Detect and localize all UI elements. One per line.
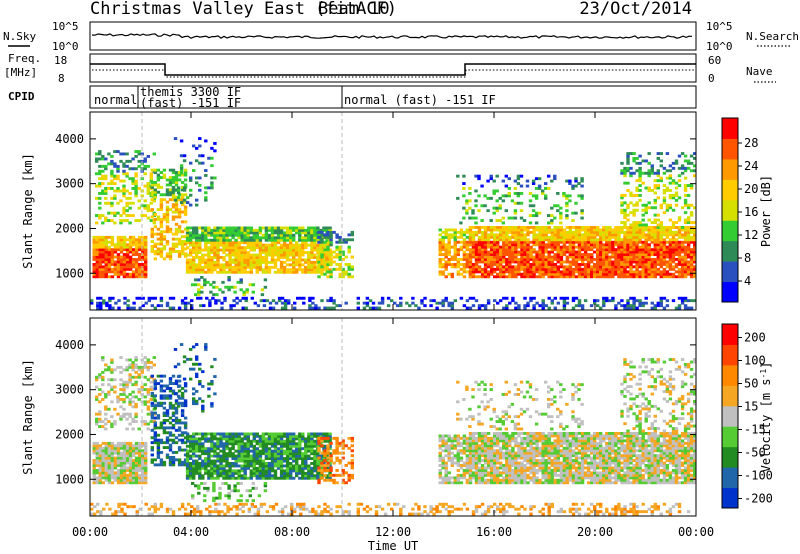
cpid-panel: CPID normal themis 3300 IF (fast) -151 I… xyxy=(8,85,697,110)
x-axis: 00:00 04:00 08:00 12:00 16:00 20:00 00:00 xyxy=(72,112,714,539)
freq-tick-top: 18 xyxy=(54,54,67,67)
nsearch-tick-top: 10^5 xyxy=(706,20,733,33)
power-scatter xyxy=(90,137,697,310)
colorbar-tick-label: 100 xyxy=(744,354,766,368)
nsky-tick-top: 10^5 xyxy=(52,20,79,33)
power-colorbar: 4 8 12 16 20 24 28 xyxy=(721,117,758,303)
nsearch-tick-bottom: 10^0 xyxy=(706,40,733,53)
colorbar-swatch xyxy=(722,385,738,407)
nave-label: Nave xyxy=(746,65,773,78)
colorbar-swatch xyxy=(722,344,738,366)
freq-tick-bottom: 8 xyxy=(58,72,65,85)
nave-tick-bottom: 0 xyxy=(708,72,715,85)
colorbar-tick-label: -50 xyxy=(744,446,766,460)
colorbar-tick-label: 24 xyxy=(744,159,758,173)
y-tick-label: 4000 xyxy=(55,338,84,352)
colorbar-swatch xyxy=(722,487,738,509)
colorbar-swatch xyxy=(722,261,738,283)
x-tick-label: 04:00 xyxy=(173,525,209,539)
y-tick-label: 3000 xyxy=(55,177,84,191)
colorbar-swatch xyxy=(722,158,738,180)
power-ylabel: Slant Range [km] xyxy=(21,153,35,269)
x-tick-label: 16:00 xyxy=(476,525,512,539)
nsky-label: N.Sky xyxy=(3,30,36,43)
velocity-panel: Slant Range [km] 1000 2000 3000 4000 xyxy=(21,317,697,517)
nsearch-label: N.Search xyxy=(746,30,799,43)
nsky-panel: N.Sky 10^5 10^0 10^5 10^0 N.Search xyxy=(3,20,799,53)
cpid-segment-1: normal xyxy=(94,93,137,107)
colorbar-tick-label: -200 xyxy=(744,492,773,506)
freq-panel: Freq. [MHz] 18 8 60 0 Nave xyxy=(4,52,776,85)
colorbar-swatch xyxy=(722,179,738,201)
colorbar-swatch xyxy=(722,426,738,448)
freq-label-2: [MHz] xyxy=(4,66,37,79)
cpid-segment-3: normal (fast) -151 IF xyxy=(344,93,496,107)
colorbar-tick-label: 4 xyxy=(744,274,751,288)
colorbar-tick-label: 200 xyxy=(744,331,766,345)
nsky-trace xyxy=(91,33,693,39)
nave-tick-top: 60 xyxy=(708,54,721,67)
colorbar-tick-label: 50 xyxy=(744,377,758,391)
x-tick-label: 00:00 xyxy=(678,525,714,539)
colorbar-tick-label: -15 xyxy=(744,423,766,437)
x-tick-label: 00:00 xyxy=(72,525,108,539)
y-tick-label: 2000 xyxy=(55,221,84,235)
x-axis-label: Time UT xyxy=(368,539,419,553)
cpid-segment-2b: (fast) -151 IF xyxy=(140,96,241,110)
colorbar-swatch xyxy=(722,240,738,262)
colorbar-tick-label: 20 xyxy=(744,182,758,196)
colorbar-tick-label: 12 xyxy=(744,228,758,242)
colorbar-swatch xyxy=(722,220,738,242)
y-tick-label: 3000 xyxy=(55,383,84,397)
velocity-scatter xyxy=(90,343,697,516)
colorbar-swatch xyxy=(722,467,738,489)
colorbar-tick-label: 15 xyxy=(744,400,758,414)
y-tick-label: 4000 xyxy=(55,132,84,146)
colorbar-swatch xyxy=(722,199,738,221)
freq-label-1: Freq. xyxy=(8,52,41,65)
velocity-colorbar-label: Velocity [m s-1] xyxy=(759,362,774,473)
colorbar-tick-label: 28 xyxy=(744,136,758,150)
beam-label: Beam 10 xyxy=(318,0,390,19)
colorbar-swatch xyxy=(722,446,738,468)
colorbar-swatch xyxy=(722,364,738,386)
x-tick-label: 12:00 xyxy=(375,525,411,539)
colorbar-swatch xyxy=(722,324,738,345)
freq-trace xyxy=(90,63,696,76)
power-panel: Slant Range [km] 1000 2000 3000 4000 xyxy=(21,111,697,311)
colorbar-swatch xyxy=(722,118,738,139)
cpid-segment-2a: themis 3300 IF xyxy=(140,85,241,99)
y-tick-label: 1000 xyxy=(55,266,84,280)
y-tick-label: 2000 xyxy=(55,427,84,441)
power-colorbar-label: Power [dB] xyxy=(759,175,773,247)
colorbar-tick-label: 8 xyxy=(744,251,751,265)
nsky-tick-bottom: 10^0 xyxy=(52,40,79,53)
velocity-ylabel: Slant Range [km] xyxy=(21,359,35,475)
cpid-label: CPID xyxy=(8,90,35,103)
colorbar-tick-label: 16 xyxy=(744,205,758,219)
colorbar-swatch xyxy=(722,281,738,303)
x-tick-label: 08:00 xyxy=(274,525,310,539)
date-label: 23/Oct/2014 xyxy=(579,0,692,19)
x-tick-label: 20:00 xyxy=(577,525,613,539)
y-tick-label: 1000 xyxy=(55,472,84,486)
colorbar-swatch xyxy=(722,138,738,160)
station-title: Christmas Valley East (fitACF) xyxy=(90,0,397,19)
nave-trace xyxy=(92,69,696,78)
colorbar-swatch xyxy=(722,405,738,427)
colorbar-tick-label: -100 xyxy=(744,469,773,483)
velocity-colorbar: 200 100 50 15 -15 -50 -100 -200 xyxy=(721,323,773,509)
